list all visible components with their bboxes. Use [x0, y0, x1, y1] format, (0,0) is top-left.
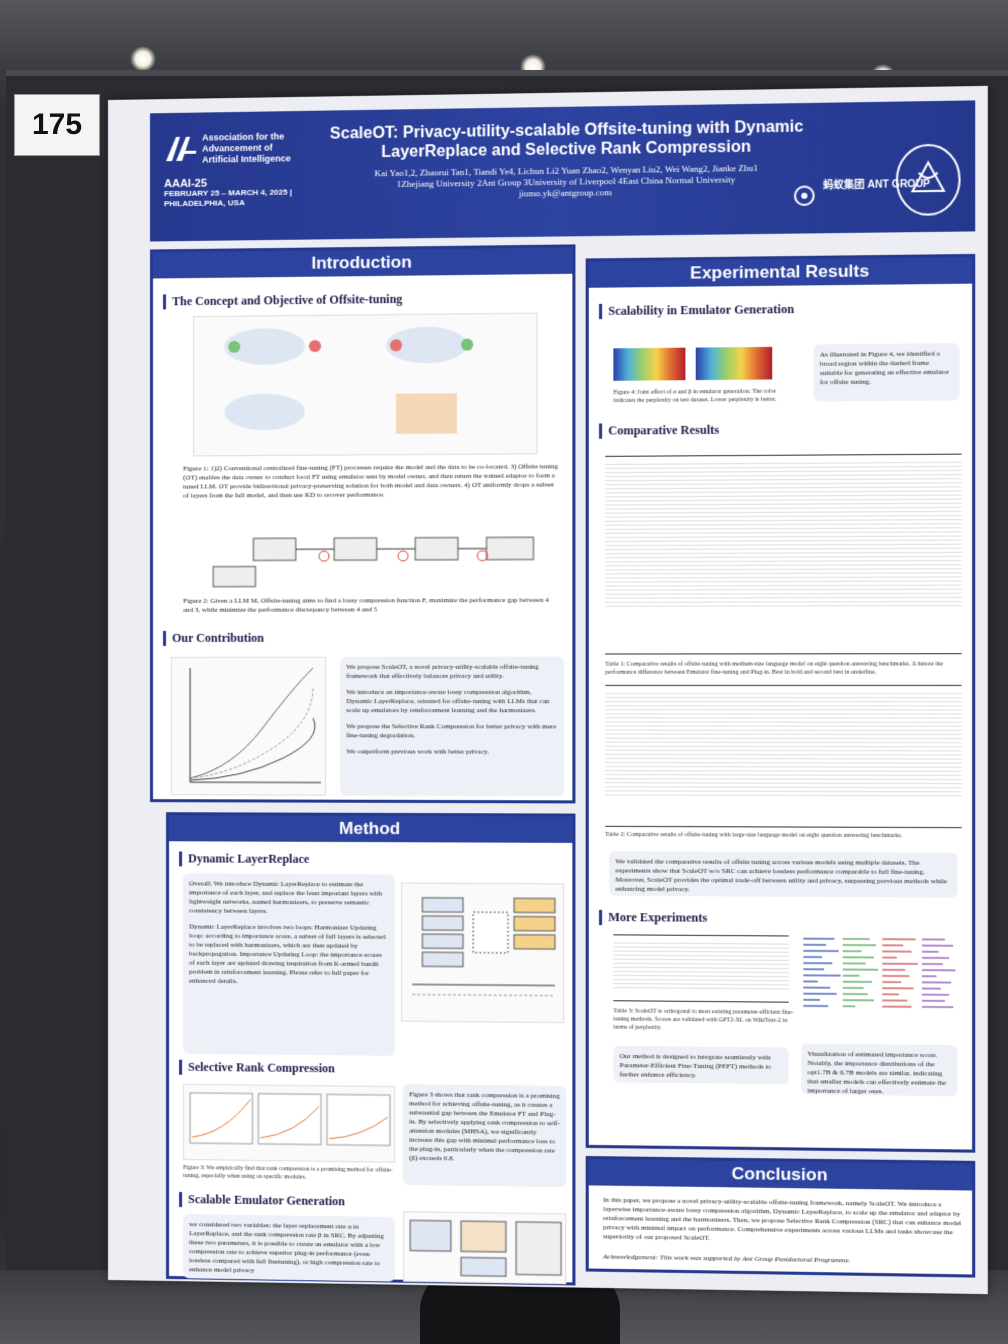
figure-1: [193, 313, 537, 457]
ant-group-logo-icon: [790, 184, 819, 207]
importance-note: Visualization of estimated importance sc…: [801, 1044, 957, 1097]
poster-title: ScaleOT: Privacy-utility-scalable Offsit…: [311, 117, 823, 163]
importance-bars: [801, 934, 957, 1033]
table-3-caption: Table 3: ScaleOT is orthogonal to most e…: [613, 1007, 799, 1033]
contribution-item: We introduce an importance-aware lossy c…: [346, 688, 558, 715]
conclusion-panel: Conclusion In this paper, we propose a n…: [586, 1156, 976, 1278]
scalable-emulator-subtitle: Scalable Emulator Generation: [179, 1192, 345, 1209]
more-experiments-subtitle: More Experiments: [599, 910, 707, 926]
dynamic-layerreplace-subtitle: Dynamic LayerReplace: [179, 851, 309, 867]
conclusion-title: Conclusion: [589, 1159, 972, 1190]
src-text: Figure 3 shows that rank compression is …: [409, 1090, 560, 1165]
comparative-note-text: We validated the comparative results of …: [615, 857, 951, 895]
contribution-item: We outperform previous work with better …: [346, 747, 558, 756]
aaai-logo-icon: [164, 135, 198, 164]
table-1-caption: Table 1: Comparative results of offsite-…: [605, 660, 961, 676]
results-title: Experimental Results: [589, 257, 972, 288]
overall-text: Overall: We introduce Dynamic LayerRepla…: [189, 879, 389, 916]
conference-info: AAAI-25 FEBRUARY 25 – MARCH 4, 2025 | PH…: [164, 177, 315, 209]
table-2-caption: Table 2: Comparative results of offsite-…: [605, 831, 961, 841]
seg-description: we considered two variables: the layer r…: [183, 1214, 395, 1282]
src-description: Figure 3 shows that rank compression is …: [403, 1084, 566, 1187]
scalable-emulator-diagram: [403, 1211, 566, 1284]
table-1: [605, 454, 961, 655]
figure-3-caption: Figure 3: We empirically find that rank …: [183, 1164, 395, 1183]
seg-text: we considered two variables: the layer r…: [189, 1220, 389, 1277]
peft-note: Our method is designed to integrate seam…: [613, 1046, 788, 1084]
poster-header: Association for the Advancement of Artif…: [150, 100, 975, 241]
layerreplace-description: Overall: We introduce Dynamic LayerRepla…: [183, 873, 395, 1055]
contribution-item: We propose ScaleOT, a novel privacy-util…: [346, 663, 558, 681]
contribution-chart: [171, 657, 326, 796]
conference-place: PHILADELPHIA, USA: [164, 197, 315, 209]
rank-compression-plots: [184, 1085, 396, 1164]
contribution-subtitle: Our Contribution: [163, 631, 264, 646]
importance-estimation-diagram: [404, 1212, 567, 1285]
zhejiang-university-logo-icon: [894, 141, 963, 218]
offsite-tuning-diagram: [194, 314, 538, 458]
method-title: Method: [169, 815, 572, 843]
peft-note-text: Our method is designed to integrate seam…: [620, 1052, 783, 1081]
booth-number: 175: [14, 94, 100, 156]
figure-2: [183, 523, 548, 591]
table-2-rows: [605, 690, 961, 796]
layer-stack-diagram: [402, 884, 565, 1025]
results-panel: Experimental Results Scalability in Emul…: [586, 254, 976, 1153]
figure-1-caption: Figure 1: 1)2) Conventional centralized …: [183, 462, 558, 500]
emulator-finetuning-heatmap: [613, 348, 685, 381]
contribution-item: We propose the Selective Rank Compressio…: [346, 722, 558, 740]
selective-rank-compression-subtitle: Selective Rank Compression: [179, 1060, 335, 1077]
figure-4-note-text: As illustrated in Figure 4, we identifie…: [820, 349, 953, 387]
contribution-list: We propose ScaleOT, a novel privacy-util…: [340, 657, 564, 797]
figure-4-note: As illustrated in Figure 4, we identifie…: [814, 343, 960, 401]
figure-2-caption: Figure 2: Given a LLM M, Offsite-tuning …: [183, 596, 558, 615]
conclusion-text: In this paper, we propose a novel privac…: [603, 1196, 964, 1247]
plug-in-heatmap: [696, 347, 772, 380]
figure-3: [183, 1084, 395, 1163]
comparative-note: We validated the comparative results of …: [609, 851, 957, 898]
table-2: [605, 685, 961, 828]
importance-bar-charts: [801, 934, 957, 1033]
figure-4-caption: Figure 4: Joint effect of α and β in emu…: [613, 387, 799, 405]
loops-text: Dynamic LayerReplace involves two loops:…: [189, 923, 389, 988]
layerreplace-diagram: [401, 883, 564, 1024]
table-3: [613, 934, 788, 1002]
scalability-subtitle: Scalability in Emulator Generation: [599, 302, 794, 319]
acknowledgement: Acknowledgement: This work was supported…: [603, 1252, 964, 1267]
method-panel: Method Dynamic LayerReplace Overall: We …: [166, 812, 575, 1285]
table-3-rows: [613, 939, 788, 989]
ceiling: [0, 0, 1008, 70]
comparative-subtitle: Comparative Results: [599, 423, 719, 439]
concept-subtitle: The Concept and Objective of Offsite-tun…: [163, 292, 402, 310]
importance-note-text: Visualization of estimated importance sc…: [807, 1050, 951, 1097]
org-name: Association for the Advancement of Artif…: [202, 131, 303, 166]
pipeline-diagram: [183, 523, 548, 591]
introduction-panel: Introduction The Concept and Objective o…: [150, 244, 575, 803]
poster: Association for the Advancement of Artif…: [108, 86, 988, 1294]
introduction-title: Introduction: [153, 247, 572, 278]
compression-ratio-plot: [172, 658, 327, 797]
ceiling-light: [130, 46, 156, 72]
table-1-rows: [605, 459, 961, 607]
authors-block: Kai Yao1,2, Zhaorui Tan1, Tiandi Ye4, Li…: [351, 162, 781, 201]
